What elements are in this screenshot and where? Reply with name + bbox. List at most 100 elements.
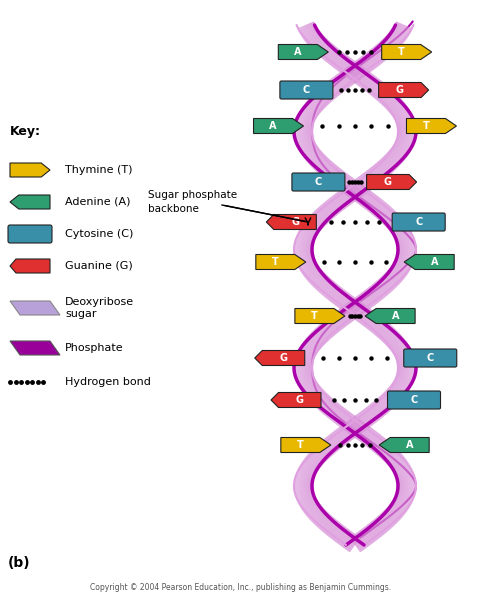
Polygon shape (301, 499, 317, 509)
Polygon shape (362, 410, 373, 425)
Polygon shape (335, 409, 346, 423)
Polygon shape (351, 66, 362, 80)
Polygon shape (357, 296, 368, 311)
Polygon shape (323, 85, 335, 99)
Polygon shape (389, 337, 403, 349)
Polygon shape (395, 497, 411, 506)
Polygon shape (396, 117, 413, 124)
Polygon shape (366, 77, 377, 92)
Polygon shape (331, 197, 342, 211)
Polygon shape (361, 529, 372, 544)
Text: G: G (280, 353, 287, 363)
Polygon shape (398, 360, 415, 364)
Polygon shape (306, 268, 320, 279)
Polygon shape (317, 159, 330, 173)
Polygon shape (391, 223, 406, 234)
Polygon shape (393, 382, 408, 392)
Polygon shape (362, 410, 373, 425)
Polygon shape (389, 219, 403, 231)
Polygon shape (380, 208, 392, 221)
Polygon shape (396, 496, 412, 503)
Polygon shape (342, 296, 353, 310)
Polygon shape (360, 294, 371, 309)
Polygon shape (321, 399, 334, 413)
Polygon shape (295, 135, 312, 139)
Polygon shape (392, 146, 408, 156)
Polygon shape (296, 356, 313, 362)
Polygon shape (387, 153, 400, 166)
Polygon shape (384, 274, 397, 287)
Polygon shape (319, 278, 331, 292)
Polygon shape (294, 251, 312, 254)
Polygon shape (326, 521, 338, 535)
Polygon shape (398, 123, 415, 127)
Polygon shape (299, 349, 315, 358)
Polygon shape (394, 498, 410, 508)
Polygon shape (302, 500, 317, 511)
Polygon shape (383, 511, 396, 524)
Polygon shape (398, 361, 415, 364)
Polygon shape (319, 443, 331, 457)
Polygon shape (395, 379, 411, 388)
Polygon shape (300, 347, 316, 356)
Polygon shape (353, 535, 364, 550)
Polygon shape (398, 371, 415, 374)
Polygon shape (310, 271, 323, 284)
Polygon shape (301, 226, 317, 236)
Polygon shape (315, 92, 327, 106)
Polygon shape (382, 157, 395, 171)
Polygon shape (298, 377, 314, 385)
Polygon shape (309, 452, 323, 465)
Polygon shape (382, 209, 394, 223)
Polygon shape (387, 271, 400, 284)
Polygon shape (385, 391, 398, 404)
Polygon shape (318, 514, 330, 527)
Polygon shape (357, 307, 368, 321)
Polygon shape (379, 515, 391, 529)
Polygon shape (319, 325, 331, 338)
Polygon shape (394, 25, 410, 35)
FancyBboxPatch shape (392, 213, 445, 231)
Polygon shape (326, 402, 337, 416)
Polygon shape (387, 35, 400, 47)
Polygon shape (391, 384, 406, 395)
Polygon shape (298, 115, 314, 122)
Polygon shape (375, 322, 388, 336)
Polygon shape (364, 527, 375, 542)
Polygon shape (356, 60, 367, 74)
Polygon shape (335, 291, 347, 306)
Polygon shape (325, 47, 337, 61)
Polygon shape (298, 22, 314, 30)
Polygon shape (366, 170, 378, 185)
Polygon shape (347, 63, 358, 78)
Polygon shape (384, 449, 397, 461)
Polygon shape (330, 287, 342, 302)
Polygon shape (295, 242, 312, 246)
Polygon shape (395, 496, 411, 505)
Polygon shape (297, 258, 314, 265)
Polygon shape (295, 253, 312, 257)
Polygon shape (297, 116, 314, 123)
Polygon shape (396, 494, 413, 501)
Polygon shape (327, 319, 338, 333)
Polygon shape (379, 42, 391, 56)
Polygon shape (308, 388, 322, 400)
Polygon shape (377, 517, 389, 530)
Polygon shape (294, 175, 343, 190)
Polygon shape (374, 519, 386, 533)
Polygon shape (386, 451, 400, 464)
Polygon shape (344, 187, 355, 202)
Polygon shape (393, 461, 408, 472)
Polygon shape (373, 47, 384, 62)
Polygon shape (394, 347, 410, 356)
Polygon shape (376, 163, 388, 177)
Polygon shape (370, 523, 382, 537)
Polygon shape (327, 285, 338, 299)
Polygon shape (370, 286, 381, 301)
Polygon shape (398, 125, 415, 128)
Polygon shape (355, 305, 365, 320)
Polygon shape (302, 343, 317, 353)
Polygon shape (380, 445, 393, 458)
Polygon shape (298, 496, 315, 505)
Polygon shape (301, 227, 316, 237)
